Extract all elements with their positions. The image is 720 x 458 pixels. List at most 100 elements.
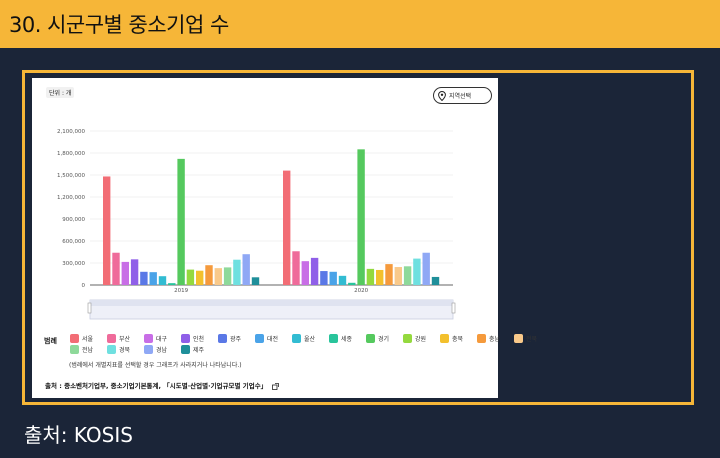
bar-2019-부산[interactable] <box>112 252 120 285</box>
legend-item-인천[interactable]: 인천 <box>181 334 204 343</box>
y-tick-label: 600,000 <box>62 239 85 245</box>
bar-2020-서울[interactable] <box>283 170 291 285</box>
bar-2020-경기[interactable] <box>357 149 365 285</box>
bar-2019-강원[interactable] <box>186 269 195 285</box>
bar-2019-충북[interactable] <box>196 270 204 285</box>
legend-item-세종[interactable]: 세종 <box>329 334 352 343</box>
x-tick-label: 2020 <box>354 288 368 294</box>
legend-item-서울[interactable]: 서울 <box>70 334 93 343</box>
bar-2020-경북[interactable] <box>413 258 421 285</box>
title-bar: 30. 시군구별 중소기업 수 <box>0 0 720 48</box>
bar-2020-경남[interactable] <box>422 252 430 285</box>
legend-item-강원[interactable]: 강원 <box>403 334 426 343</box>
y-tick-label: 300,000 <box>62 261 85 267</box>
bar-2020-전북[interactable] <box>394 267 402 285</box>
bar-2020-제주[interactable] <box>431 276 440 285</box>
external-link-icon[interactable] <box>272 382 280 390</box>
legend-item-충남[interactable]: 충남 <box>477 334 500 343</box>
chart-card: 단위 : 개 지역선택 0 300,000 600,000 900,000 1,200,… <box>32 78 537 398</box>
legend-label: 부산 <box>119 336 131 343</box>
bar-2019-경남[interactable] <box>242 254 250 285</box>
legend-swatch <box>181 345 190 354</box>
legend-label: 충남 <box>489 336 501 343</box>
range-handle-right[interactable] <box>451 302 456 314</box>
bar-2019-인천[interactable] <box>130 259 139 285</box>
legend-item-전북[interactable]: 전북 <box>514 334 537 343</box>
x-tick-label: 2019 <box>174 288 188 294</box>
bar-chart: 0 300,000 600,000 900,000 1,200,000 1,500,000… <box>57 129 456 320</box>
legend-label: 충북 <box>452 336 464 343</box>
legend-item-울산[interactable]: 울산 <box>292 334 315 343</box>
legend-title: 범례 <box>44 337 57 345</box>
location-pin-icon <box>438 90 446 101</box>
bar-2020-대전[interactable] <box>329 271 337 285</box>
legend-label: 전북 <box>526 336 538 343</box>
legend-label: 전남 <box>82 347 94 354</box>
legend-item-경기[interactable]: 경기 <box>366 334 389 343</box>
legend-swatch <box>329 334 338 343</box>
page-title: 30. 시군구별 중소기업 수 <box>9 13 229 37</box>
legend-label: 서울 <box>82 336 94 343</box>
bar-2019-충남[interactable] <box>205 265 213 285</box>
legend-item-부산[interactable]: 부산 <box>107 334 130 343</box>
legend-swatch <box>70 334 79 343</box>
bar-2019-대전[interactable] <box>149 272 157 285</box>
legend-label: 대구 <box>156 336 168 343</box>
region-select-button[interactable]: 지역선택 <box>433 87 492 104</box>
bar-2019-전북[interactable] <box>214 268 222 285</box>
unit-badge: 단위 : 개 <box>46 87 75 98</box>
bar-2019-울산[interactable] <box>158 276 167 285</box>
legend-item-전남[interactable]: 전남 <box>70 345 93 354</box>
legend-label: 인천 <box>193 336 205 343</box>
legend-item-충북[interactable]: 충북 <box>440 334 463 343</box>
legend-label: 대전 <box>267 336 279 343</box>
legend-swatch <box>366 334 375 343</box>
source-text: 출처 : 중소벤처기업부, 중소기업기본통계, 「시도별·산업별·기업규모별 기… <box>45 380 280 390</box>
legend-item-제주[interactable]: 제주 <box>181 345 204 354</box>
y-tick-label: 900,000 <box>62 217 85 223</box>
region-select-label: 지역선택 <box>449 93 472 100</box>
bar-2020-전남[interactable] <box>403 266 412 285</box>
legend-item-경남[interactable]: 경남 <box>144 345 167 354</box>
legend-label: 경북 <box>119 347 131 354</box>
legend-swatch <box>403 334 412 343</box>
legend-item-광주[interactable]: 광주 <box>218 334 241 343</box>
bar-2019-제주[interactable] <box>251 277 260 285</box>
y-tick-label: 2,100,000 <box>57 129 85 135</box>
legend-swatch <box>440 334 449 343</box>
range-slider[interactable] <box>87 299 456 320</box>
bar-2020-세종[interactable] <box>348 282 356 285</box>
legend-label: 강원 <box>415 336 427 343</box>
bar-2019-광주[interactable] <box>140 271 148 285</box>
legend-item-대전[interactable]: 대전 <box>255 334 278 343</box>
bar-2019-서울[interactable] <box>103 176 111 285</box>
legend-swatch <box>181 334 190 343</box>
bar-2020-울산[interactable] <box>338 275 347 285</box>
y-tick-label: 1,200,000 <box>57 195 85 201</box>
bar-2019-경기[interactable] <box>177 158 185 285</box>
legend-label: 경남 <box>156 347 168 354</box>
bar-2020-충남[interactable] <box>385 264 393 285</box>
range-handle-left[interactable] <box>87 302 92 314</box>
bar-2019-경북[interactable] <box>233 259 241 285</box>
footer-source: 출처: KOSIS <box>24 423 133 447</box>
legend-swatch <box>107 334 116 343</box>
bar-2020-강원[interactable] <box>366 268 375 285</box>
bar-2020-대구[interactable] <box>301 261 309 285</box>
bar-2019-전남[interactable] <box>223 267 232 285</box>
legend-label: 제주 <box>193 347 205 354</box>
legend-label: 광주 <box>230 336 242 343</box>
bar-2020-부산[interactable] <box>292 251 300 285</box>
legend-item-대구[interactable]: 대구 <box>144 334 167 343</box>
legend-label: 세종 <box>341 336 353 343</box>
legend-item-경북[interactable]: 경북 <box>107 345 130 354</box>
bar-2020-인천[interactable] <box>310 257 319 285</box>
bar-2019-대구[interactable] <box>121 261 129 285</box>
legend-swatch <box>255 334 264 343</box>
y-tick-label: 1,800,000 <box>57 151 85 157</box>
bar-2020-충북[interactable] <box>376 269 384 285</box>
bar-2019-세종[interactable] <box>168 283 176 285</box>
bar-2020-광주[interactable] <box>320 271 328 285</box>
legend-swatch <box>514 334 523 343</box>
legend-swatch <box>107 345 116 354</box>
